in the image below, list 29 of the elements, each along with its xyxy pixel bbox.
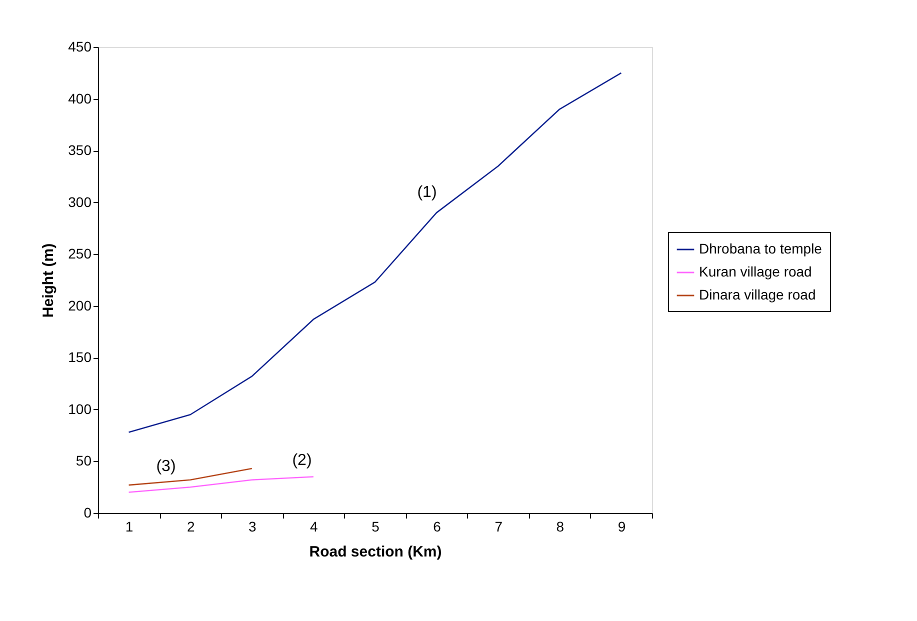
x-tick-label: 5 — [372, 518, 380, 534]
y-tick-label: 400 — [68, 90, 92, 106]
x-tick-label: 9 — [618, 518, 626, 534]
line-series — [128, 72, 622, 433]
y-tick-label: 450 — [68, 38, 92, 54]
y-tick-label: 150 — [68, 349, 92, 366]
y-axis-title: Height (m) — [40, 243, 58, 318]
y-tick-label: 100 — [68, 400, 92, 417]
legend-label: Kuran village road — [699, 264, 812, 280]
x-tick-label: 6 — [433, 518, 442, 534]
y-tick-label: 50 — [76, 452, 92, 469]
annotation: (3) — [156, 458, 176, 475]
legend-label: Dhrobana to temple — [699, 240, 822, 256]
y-tick-label: 350 — [68, 142, 92, 158]
x-tick-label: 3 — [248, 518, 256, 534]
x-tick-label: 1 — [125, 518, 134, 534]
x-tick-label: 7 — [494, 518, 503, 534]
x-tick-label: 4 — [310, 518, 318, 534]
line-series — [128, 476, 314, 493]
legend-label: Dinara village road — [699, 286, 816, 302]
y-tick-label: 0 — [84, 504, 92, 520]
x-axis-title: Road section (Km) — [309, 544, 442, 560]
y-tick-label: 300 — [68, 194, 92, 210]
annotation: (2) — [292, 452, 312, 469]
y-tick-label: 250 — [68, 246, 92, 262]
annotation: (1) — [417, 184, 437, 201]
x-tick-label: 8 — [556, 518, 564, 534]
x-tick-label: 2 — [186, 518, 195, 534]
y-tick-label: 200 — [68, 297, 92, 314]
